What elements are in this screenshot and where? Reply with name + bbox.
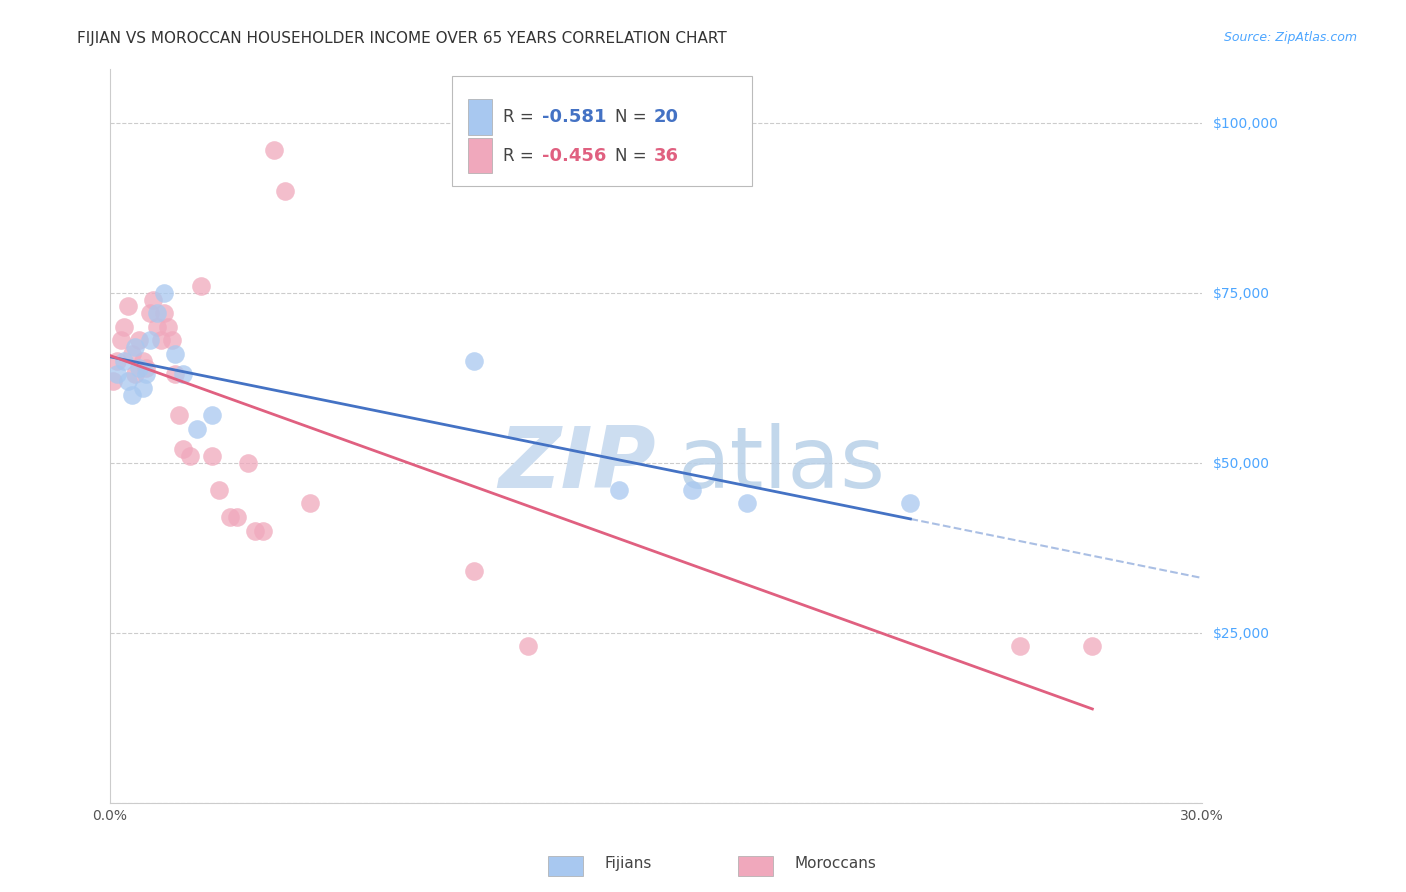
Point <box>135 360 157 375</box>
Bar <box>468 138 492 173</box>
Text: N =: N = <box>616 147 652 165</box>
Point <box>219 510 242 524</box>
Point <box>153 306 176 320</box>
Point <box>128 334 150 348</box>
Point <box>160 334 183 348</box>
Point <box>146 319 169 334</box>
Point <box>252 524 274 538</box>
Point <box>142 293 165 307</box>
Text: atlas: atlas <box>678 424 886 507</box>
Point <box>105 353 128 368</box>
Point <box>110 334 132 348</box>
Point <box>153 285 176 300</box>
Point <box>263 143 285 157</box>
Point <box>121 347 143 361</box>
Point <box>208 483 231 497</box>
Point <box>131 381 153 395</box>
Point <box>128 360 150 375</box>
Text: Moroccans: Moroccans <box>794 856 876 871</box>
Point <box>146 306 169 320</box>
Point <box>112 319 135 334</box>
Text: Source: ZipAtlas.com: Source: ZipAtlas.com <box>1223 31 1357 45</box>
Point <box>165 368 187 382</box>
Point <box>607 483 630 497</box>
Point <box>245 524 267 538</box>
Point <box>186 422 208 436</box>
Point <box>135 368 157 382</box>
Point <box>226 510 249 524</box>
Point <box>165 347 187 361</box>
Point <box>517 639 540 653</box>
Point <box>157 319 180 334</box>
Point <box>117 299 139 313</box>
Point <box>463 353 485 368</box>
Point <box>735 496 758 510</box>
Point <box>121 388 143 402</box>
Text: 36: 36 <box>654 147 679 165</box>
Point <box>298 496 321 510</box>
Point <box>124 368 146 382</box>
Point <box>139 334 162 348</box>
Point <box>139 306 162 320</box>
Text: 20: 20 <box>654 108 679 126</box>
Text: FIJIAN VS MOROCCAN HOUSEHOLDER INCOME OVER 65 YEARS CORRELATION CHART: FIJIAN VS MOROCCAN HOUSEHOLDER INCOME OV… <box>77 31 727 46</box>
Point <box>103 374 125 388</box>
Point <box>1008 639 1031 653</box>
Point <box>201 449 224 463</box>
Point <box>172 442 194 456</box>
Text: -0.581: -0.581 <box>543 108 606 126</box>
Point <box>463 565 485 579</box>
Point <box>273 184 295 198</box>
Point <box>131 353 153 368</box>
Point <box>190 279 212 293</box>
Text: ZIP: ZIP <box>498 424 655 507</box>
Point <box>117 374 139 388</box>
Text: R =: R = <box>503 147 538 165</box>
Point <box>172 368 194 382</box>
Point <box>124 340 146 354</box>
Point <box>236 456 259 470</box>
Text: -0.456: -0.456 <box>543 147 606 165</box>
Point <box>1081 639 1104 653</box>
Point <box>149 334 172 348</box>
Point <box>900 496 922 510</box>
Point <box>179 449 201 463</box>
Text: N =: N = <box>616 108 652 126</box>
Text: Fijians: Fijians <box>605 856 652 871</box>
Point <box>201 408 224 422</box>
Point <box>681 483 703 497</box>
FancyBboxPatch shape <box>451 76 752 186</box>
Point <box>105 368 128 382</box>
Point <box>167 408 190 422</box>
Text: R =: R = <box>503 108 538 126</box>
Point <box>112 353 135 368</box>
Bar <box>468 99 492 135</box>
